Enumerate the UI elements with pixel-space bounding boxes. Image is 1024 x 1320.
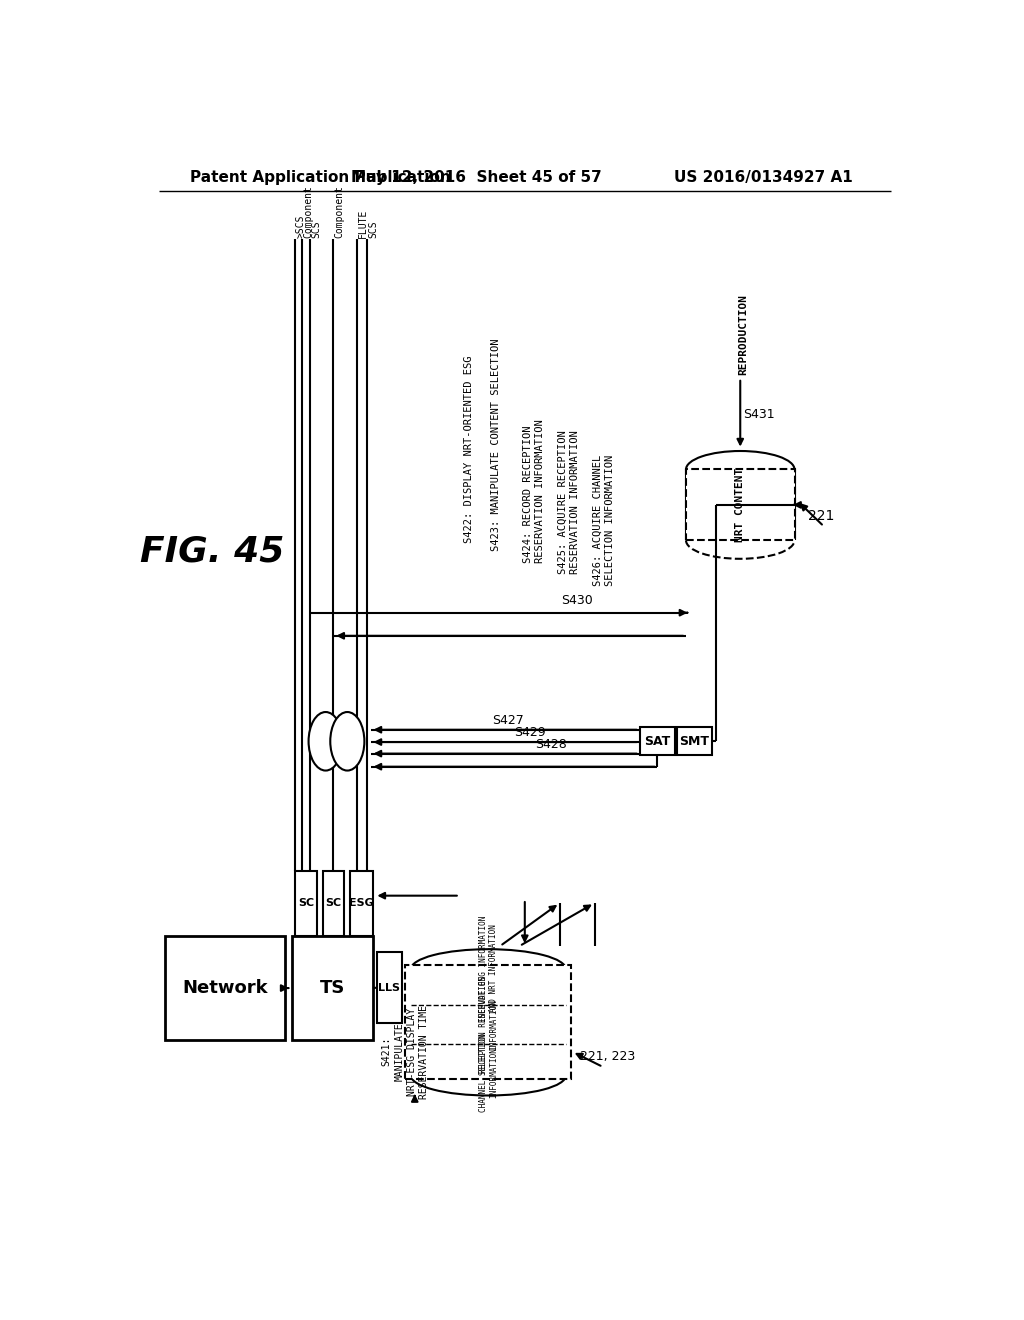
Text: S429: S429 [514, 726, 545, 739]
Text: RECEPTION RESERVATION
INFORMATION: RECEPTION RESERVATION INFORMATION [478, 975, 498, 1073]
Text: S425: ACQUIRE RECEPTION
RESERVATION INFORMATION: S425: ACQUIRE RECEPTION RESERVATION INFO… [558, 430, 580, 574]
Text: S421:
MANIPULATE
NRT-ESG DISPLAY
RESERVATION TIME: S421: MANIPULATE NRT-ESG DISPLAY RESERVA… [382, 1005, 429, 1098]
Bar [406, 965, 571, 1080]
Text: S431: S431 [743, 408, 775, 421]
Text: SC: SC [326, 899, 341, 908]
Text: Patent Application Publication: Patent Application Publication [190, 170, 451, 185]
Ellipse shape [331, 711, 365, 771]
Text: 221, 223: 221, 223 [580, 1051, 635, 1064]
Text: S422: DISPLAY NRT-ORIENTED ESG: S422: DISPLAY NRT-ORIENTED ESG [464, 356, 473, 544]
Text: >SCS: >SCS [295, 214, 305, 238]
Text: Component: Component [303, 185, 313, 238]
Bar [377, 952, 401, 1023]
Text: INCLUDE ESG INFORMATION
AND NRT INFORMATION: INCLUDE ESG INFORMATION AND NRT INFORMAT… [478, 915, 498, 1022]
Bar [677, 727, 713, 755]
Text: May 12, 2016  Sheet 45 of 57: May 12, 2016 Sheet 45 of 57 [351, 170, 602, 185]
Text: S427: S427 [492, 714, 523, 726]
Text: SCS: SCS [311, 220, 321, 238]
Text: NRT CONTENT: NRT CONTENT [735, 467, 745, 543]
Text: SMT: SMT [680, 735, 710, 748]
Text: CHANNEL SELECTION
INFORMATION: CHANNEL SELECTION INFORMATION [478, 1034, 498, 1111]
Bar [295, 871, 317, 936]
Text: S430: S430 [561, 594, 593, 607]
Text: 221: 221 [809, 510, 835, 524]
Text: FIG. 45: FIG. 45 [139, 535, 284, 568]
Text: SAT: SAT [644, 735, 671, 748]
Text: ESG: ESG [349, 899, 374, 908]
Text: REPRODUCTION: REPRODUCTION [738, 294, 748, 375]
Text: S424: RECORD RECEPTION
RESERVATION INFORMATION: S424: RECORD RECEPTION RESERVATION INFOR… [523, 418, 545, 562]
Text: S428: S428 [536, 738, 567, 751]
Text: S426: ACQUIRE CHANNEL
SELECTION INFORMATION: S426: ACQUIRE CHANNEL SELECTION INFORMAT… [593, 454, 614, 586]
Text: TS: TS [319, 979, 345, 997]
Text: LLS: LLS [378, 982, 400, 993]
Text: FLUTE: FLUTE [358, 209, 369, 238]
Text: SCS: SCS [369, 220, 378, 238]
Bar [292, 936, 373, 1040]
Text: US 2016/0134927 A1: US 2016/0134927 A1 [674, 170, 853, 185]
Bar [640, 727, 675, 755]
Bar [323, 871, 344, 936]
Bar [349, 871, 373, 936]
Bar [686, 470, 795, 540]
Bar [165, 936, 286, 1040]
Ellipse shape [686, 451, 795, 488]
Ellipse shape [411, 949, 566, 989]
Text: S423: MANIPULATE CONTENT SELECTION: S423: MANIPULATE CONTENT SELECTION [490, 339, 501, 552]
Text: Component: Component [334, 185, 344, 238]
Text: Network: Network [182, 979, 268, 997]
Ellipse shape [308, 711, 343, 771]
Text: SC: SC [298, 899, 314, 908]
